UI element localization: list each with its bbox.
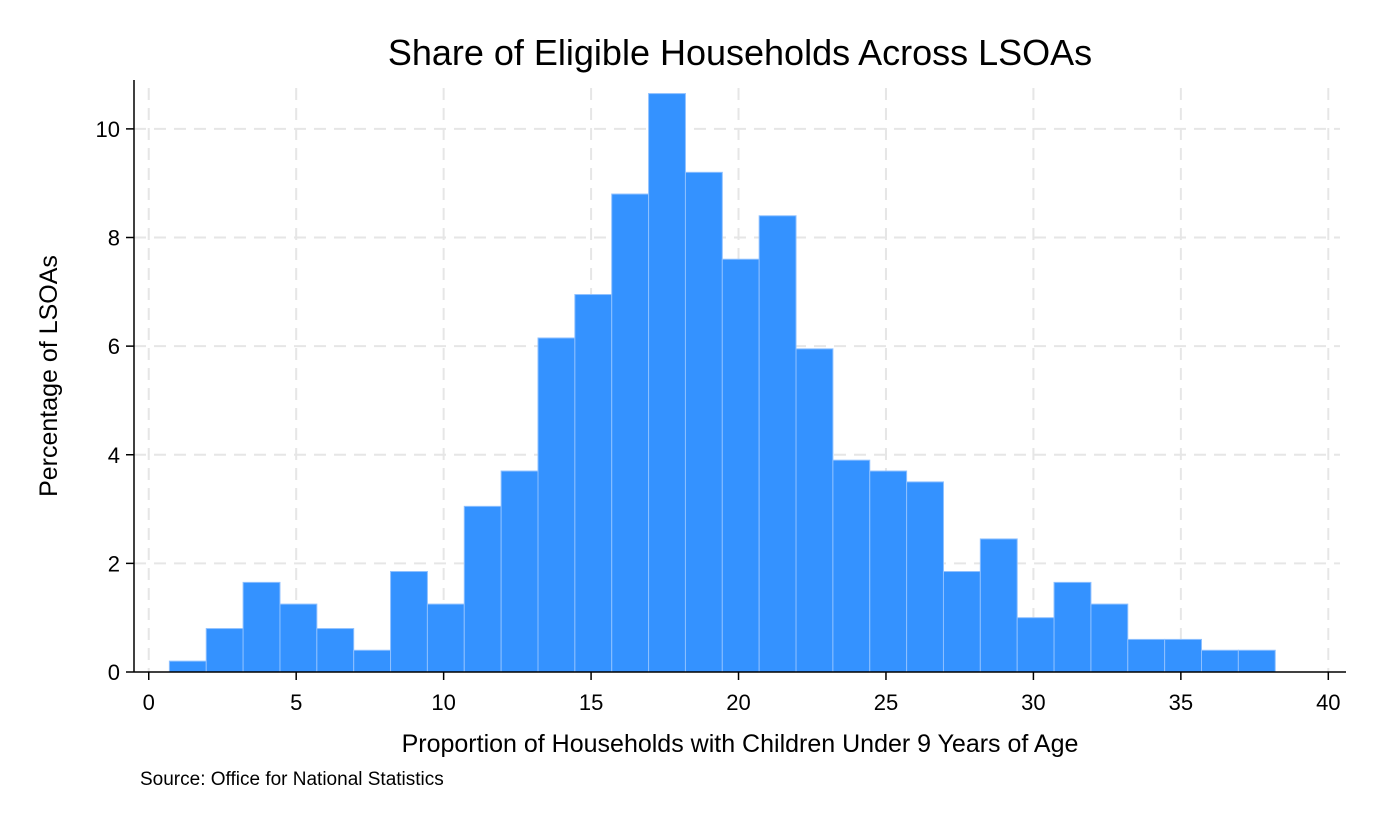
histogram-bar (205, 628, 244, 673)
y-tick-label: 8 (108, 226, 120, 251)
x-tick-label: 5 (290, 690, 302, 715)
y-axis-label: Percentage of LSOAs (35, 255, 63, 497)
histogram-bars (168, 93, 1276, 673)
chart-title: Share of Eligible Households Across LSOA… (388, 32, 1092, 73)
x-tick-label: 15 (579, 690, 603, 715)
y-tick-label: 2 (108, 551, 120, 576)
histogram-bar (648, 93, 686, 673)
x-tick-label: 30 (1021, 690, 1045, 715)
x-axis-label: Proportion of Households with Children U… (402, 730, 1079, 758)
y-ticks: 0 2 4 6 8 10 (96, 117, 134, 685)
x-tick-label: 20 (726, 690, 750, 715)
histogram-bar (1164, 638, 1203, 673)
y-tick-label: 6 (108, 334, 120, 359)
histogram-bar (279, 603, 318, 673)
histogram-bar (758, 215, 797, 673)
histogram-bar (500, 470, 539, 673)
histogram-bar (906, 481, 944, 673)
histogram-bar (721, 258, 760, 673)
histogram-bar (1016, 617, 1055, 673)
histogram-bar (353, 649, 392, 673)
histogram-bar (1127, 638, 1166, 673)
y-tick-label: 0 (108, 660, 120, 685)
x-tick-label: 25 (874, 690, 898, 715)
x-tick-label: 10 (431, 690, 455, 715)
axes (133, 80, 1346, 673)
histogram-bar (1053, 581, 1092, 673)
histogram-bar (684, 171, 723, 673)
histogram-bar (942, 571, 981, 673)
histogram-bar (168, 660, 207, 673)
y-tick-label: 4 (108, 443, 120, 468)
x-tick-label: 35 (1169, 690, 1193, 715)
x-tick-label: 0 (143, 690, 155, 715)
histogram-bar (537, 337, 576, 673)
histogram-bar (426, 603, 465, 673)
x-tick-label: 40 (1316, 690, 1340, 715)
histogram-bar (832, 459, 871, 673)
histogram-bar (574, 294, 613, 673)
histogram-bar (390, 571, 428, 673)
histogram-bar (1237, 649, 1276, 673)
source-note: Source: Office for National Statistics (140, 769, 444, 790)
histogram-bar (463, 505, 502, 673)
histogram-bar (979, 538, 1018, 673)
histogram-bar (1201, 649, 1239, 673)
y-tick-label: 10 (96, 117, 120, 142)
histogram-bar (242, 581, 281, 673)
histogram-bar (1090, 603, 1129, 673)
histogram-bar (869, 470, 908, 673)
x-ticks: 0 5 10 15 20 25 30 35 40 (143, 672, 1341, 715)
histogram-bar (316, 628, 355, 673)
histogram-bar (795, 348, 834, 673)
histogram-bar (611, 193, 650, 673)
